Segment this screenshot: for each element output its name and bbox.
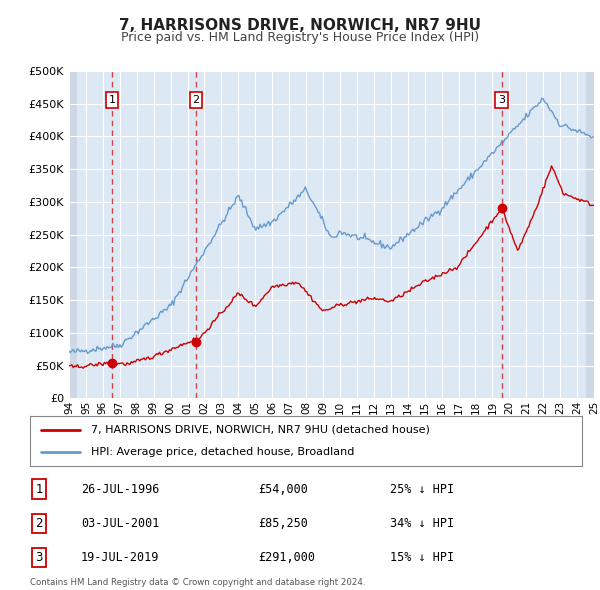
Bar <box>69 71 77 398</box>
Text: £54,000: £54,000 <box>258 483 308 496</box>
Text: HPI: Average price, detached house, Broadland: HPI: Average price, detached house, Broa… <box>91 447 354 457</box>
Text: 2: 2 <box>35 517 43 530</box>
Text: 15% ↓ HPI: 15% ↓ HPI <box>390 551 454 564</box>
Text: 03-JUL-2001: 03-JUL-2001 <box>81 517 160 530</box>
Text: 26-JUL-1996: 26-JUL-1996 <box>81 483 160 496</box>
Text: Price paid vs. HM Land Registry's House Price Index (HPI): Price paid vs. HM Land Registry's House … <box>121 31 479 44</box>
Text: £85,250: £85,250 <box>258 517 308 530</box>
Text: Contains HM Land Registry data © Crown copyright and database right 2024.: Contains HM Land Registry data © Crown c… <box>30 578 365 586</box>
Text: 7, HARRISONS DRIVE, NORWICH, NR7 9HU (detached house): 7, HARRISONS DRIVE, NORWICH, NR7 9HU (de… <box>91 425 430 435</box>
Text: £291,000: £291,000 <box>258 551 315 564</box>
Bar <box>586 71 594 398</box>
Text: 7, HARRISONS DRIVE, NORWICH, NR7 9HU: 7, HARRISONS DRIVE, NORWICH, NR7 9HU <box>119 18 481 32</box>
Text: 19-JUL-2019: 19-JUL-2019 <box>81 551 160 564</box>
Text: 1: 1 <box>35 483 43 496</box>
Text: 25% ↓ HPI: 25% ↓ HPI <box>390 483 454 496</box>
Text: 3: 3 <box>498 95 505 105</box>
Text: 3: 3 <box>35 551 43 564</box>
Text: 2: 2 <box>193 95 200 105</box>
Text: 1: 1 <box>109 95 116 105</box>
Text: 34% ↓ HPI: 34% ↓ HPI <box>390 517 454 530</box>
